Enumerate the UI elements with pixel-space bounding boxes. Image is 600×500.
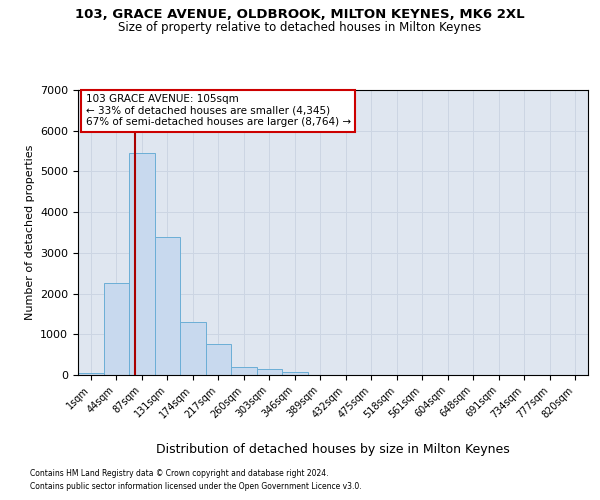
Text: 103 GRACE AVENUE: 105sqm
← 33% of detached houses are smaller (4,345)
67% of sem: 103 GRACE AVENUE: 105sqm ← 33% of detach… <box>86 94 351 128</box>
Bar <box>78 373 104 375</box>
Bar <box>129 153 155 375</box>
Bar <box>231 367 257 375</box>
Bar <box>257 369 282 375</box>
Bar <box>104 284 129 375</box>
Text: Size of property relative to detached houses in Milton Keynes: Size of property relative to detached ho… <box>118 21 482 34</box>
Bar <box>282 372 308 375</box>
Text: Distribution of detached houses by size in Milton Keynes: Distribution of detached houses by size … <box>156 442 510 456</box>
Y-axis label: Number of detached properties: Number of detached properties <box>25 145 35 320</box>
Bar <box>180 322 205 375</box>
Text: 103, GRACE AVENUE, OLDBROOK, MILTON KEYNES, MK6 2XL: 103, GRACE AVENUE, OLDBROOK, MILTON KEYN… <box>75 8 525 20</box>
Text: Contains public sector information licensed under the Open Government Licence v3: Contains public sector information licen… <box>30 482 362 491</box>
Bar <box>205 344 231 375</box>
Bar <box>155 236 180 375</box>
Text: Contains HM Land Registry data © Crown copyright and database right 2024.: Contains HM Land Registry data © Crown c… <box>30 468 329 477</box>
